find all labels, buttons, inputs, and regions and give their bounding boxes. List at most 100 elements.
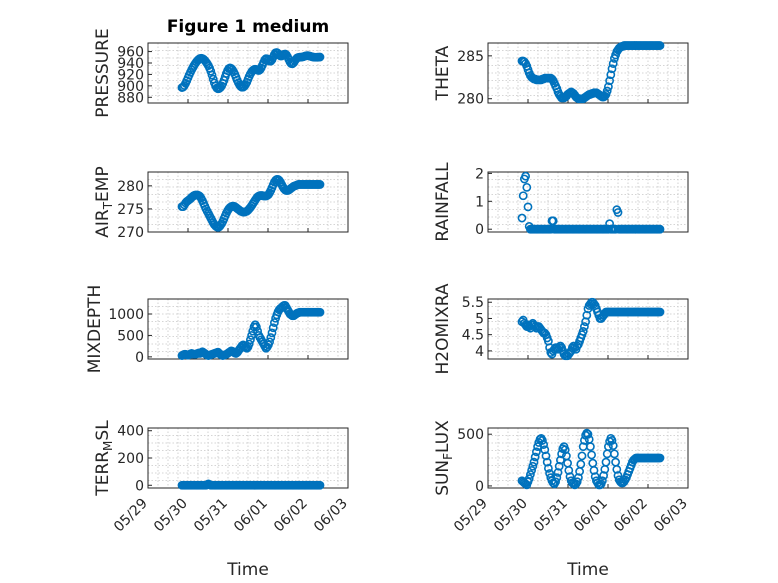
data-point [655,224,665,234]
data-point [589,466,599,475]
y-tick-label: 270 [117,225,144,241]
data-point [598,476,607,486]
data-point [521,171,530,181]
data-point [540,445,550,455]
x-axis-label: Time [566,560,609,580]
data-point [269,318,279,327]
y-tick-label: 4.5 [462,328,484,344]
subplot-8: 0 500 05/29 05/30 05/31 06/01 06/02 06/03 SUNFLU… [433,420,691,580]
data-point [600,91,610,101]
y-tick-label: 0 [135,478,144,494]
data-point [554,461,564,471]
data-point [547,74,557,84]
y-tick-label: 0 [475,222,484,238]
data-point [553,468,563,477]
data-point [601,457,611,467]
data-point [315,480,325,490]
x-tick-label: 05/31 [531,496,571,536]
data-point [580,322,589,331]
axes-box [147,427,349,489]
data-point [541,451,551,461]
data-point [604,82,613,92]
y-tick-label: 500 [457,427,484,443]
data-point [578,327,588,336]
data-point [612,464,622,474]
y-tick-label: 200 [117,451,144,467]
y-tick-label: 400 [117,424,144,440]
data-point [520,57,529,67]
y-tick-label: 2 [475,166,484,182]
axes-box [487,171,689,233]
data-point [607,64,617,74]
data-point [588,458,598,468]
data-point [572,477,582,487]
data-point [602,449,612,459]
data-point [564,466,574,475]
data-point [517,213,527,223]
data-point [655,41,665,50]
data-point [207,70,217,80]
data-point [551,477,560,487]
data-point [608,441,618,450]
y-axis-label: TERRMSL [93,420,115,497]
y-tick-label: 5 [475,311,484,327]
data-point [655,307,665,317]
axes-box [487,427,689,489]
y-axis-label: AIRTEMP [93,166,115,237]
data-point [604,442,613,452]
y-tick-label: 500 [117,328,144,344]
y-axis-label: MIXDEPTH [85,285,105,374]
y-tick-label: 1 [475,194,484,210]
x-tick-label: 06/02 [611,496,651,536]
data-point [538,436,547,445]
data-point [315,52,325,62]
axes-box [147,298,349,360]
y-tick-label: 0 [135,350,144,366]
x-tick-label: 06/01 [231,496,271,536]
data-point [602,86,612,96]
chart-title: Figure 1 medium [167,17,329,37]
data-point [239,341,249,351]
data-point [608,59,618,68]
x-tick-label: 05/31 [191,496,231,536]
data-point [611,457,620,467]
axes-box [147,42,349,104]
y-axis-label: THETA [433,45,453,101]
data-point [526,470,535,479]
data-point [522,182,532,192]
data-point [574,473,583,483]
data-point [568,478,577,488]
data-point [523,202,533,212]
data-point [552,473,562,483]
y-tick-label: 285 [457,49,484,65]
data-point [586,442,595,452]
data-point [556,455,565,465]
data-point [577,451,587,461]
y-tick-label: 280 [457,92,484,108]
axes-box [147,171,349,233]
y-tick-label: 5.5 [462,295,484,311]
y-tick-label: 280 [117,179,144,195]
data-point [587,450,596,460]
x-tick-label: 05/30 [491,496,531,536]
data-point [268,323,278,333]
data-point [613,208,623,217]
data-point [548,216,558,226]
y-tick-label: 1000 [108,307,144,323]
y-tick-label: 880 [117,90,144,106]
y-axis-label: RAINFALL [433,162,453,242]
data-point [242,343,252,353]
data-point [539,440,548,449]
data-point [572,341,582,351]
data-point [524,474,534,484]
y-tick-label: 940 [117,56,144,72]
data-point [655,453,665,463]
data-point [606,70,616,80]
data-point [540,328,550,338]
x-axis-label: Time [226,560,269,580]
y-axis-label: H2OMIXRA [433,283,453,374]
